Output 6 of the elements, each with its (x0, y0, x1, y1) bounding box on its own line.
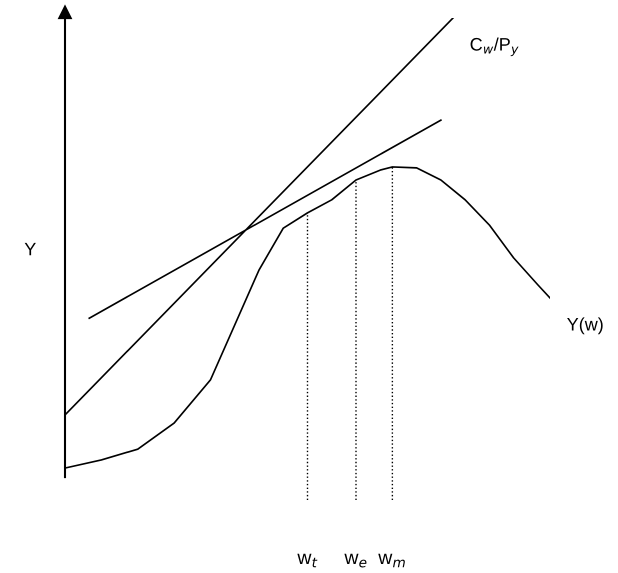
series-label: Y(w) (567, 317, 603, 334)
y-axis-title: Y (24, 242, 36, 256)
x-tick-label: w$_{t}$ (297, 554, 318, 568)
x-tick-label: w$_{e}$ (344, 554, 366, 568)
x-tick-label: w$_{m}$ (378, 554, 405, 568)
series-label: C$_{w}$/P$_{y}$ (470, 37, 519, 56)
